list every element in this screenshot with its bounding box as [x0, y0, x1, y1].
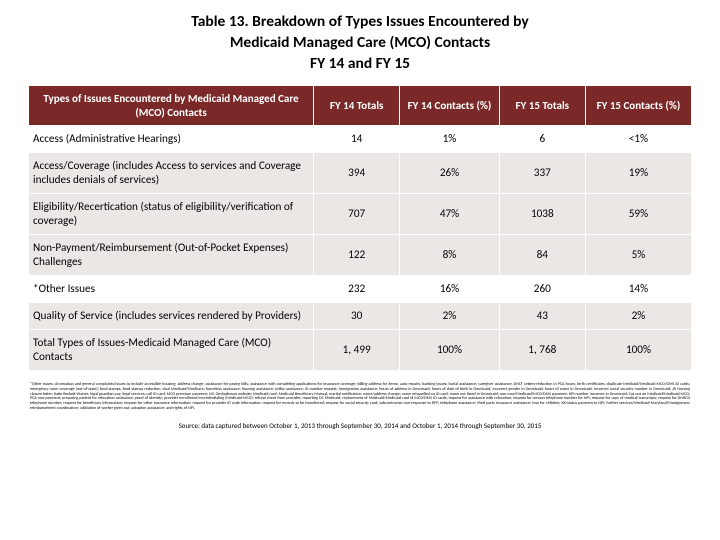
row-value: 16%: [400, 276, 499, 303]
row-value: 232: [314, 276, 400, 303]
header-types: Types of Issues Encountered by Medicaid …: [29, 85, 314, 126]
table-title: Table 13. Breakdown of Types Issues Enco…: [28, 12, 692, 75]
header-fy14-pct: FY 14 Contacts (%): [400, 85, 499, 126]
table-row: Eligibility/Recertication (status of eli…: [29, 194, 692, 235]
table-row: Non-Payment/Reimbursement (Out-of-Pocket…: [29, 235, 692, 276]
row-value: 30: [314, 303, 400, 330]
row-value: 26%: [400, 153, 499, 194]
row-value: 1%: [400, 126, 499, 153]
table-row: Access (Administrative Hearings)141%6<1%: [29, 126, 692, 153]
row-label: Non-Payment/Reimbursement (Out-of-Pocket…: [29, 235, 314, 276]
table-row: Quality of Service (includes services re…: [29, 303, 692, 330]
row-value: 122: [314, 235, 400, 276]
row-value: 707: [314, 194, 400, 235]
header-fy14-totals: FY 14 Totals: [314, 85, 400, 126]
row-value: 43: [499, 303, 585, 330]
row-value: 47%: [400, 194, 499, 235]
row-value: 100%: [400, 330, 499, 371]
row-value: <1%: [585, 126, 691, 153]
row-label: *Other Issues: [29, 276, 314, 303]
row-value: 19%: [585, 153, 691, 194]
row-value: 1, 499: [314, 330, 400, 371]
row-value: 5%: [585, 235, 691, 276]
row-value: 14%: [585, 276, 691, 303]
row-value: 1, 768: [499, 330, 585, 371]
source-line: Source: data captured between October 1,…: [28, 421, 692, 430]
row-value: 2%: [400, 303, 499, 330]
table-row: Access/Coverage (includes Access to serv…: [29, 153, 692, 194]
row-label: Access/Coverage (includes Access to serv…: [29, 153, 314, 194]
row-value: 6: [499, 126, 585, 153]
row-value: 14: [314, 126, 400, 153]
table-body: Access (Administrative Hearings)141%6<1%…: [29, 126, 692, 371]
row-value: 8%: [400, 235, 499, 276]
table-row: *Other Issues23216%26014%: [29, 276, 692, 303]
row-value: 84: [499, 235, 585, 276]
row-label: Access (Administrative Hearings): [29, 126, 314, 153]
header-row: Types of Issues Encountered by Medicaid …: [29, 85, 692, 126]
row-value: 337: [499, 153, 585, 194]
header-fy15-totals: FY 15 Totals: [499, 85, 585, 126]
footnote: *Other Issues: Anomalous and general com…: [28, 383, 692, 411]
row-value: 1038: [499, 194, 585, 235]
row-label: Total Types of Issues-Medicaid Managed C…: [29, 330, 314, 371]
row-value: 394: [314, 153, 400, 194]
row-label: Quality of Service (includes services re…: [29, 303, 314, 330]
row-value: 260: [499, 276, 585, 303]
row-value: 2%: [585, 303, 691, 330]
row-value: 59%: [585, 194, 691, 235]
table-row: Total Types of Issues-Medicaid Managed C…: [29, 330, 692, 371]
row-label: Eligibility/Recertication (status of eli…: [29, 194, 314, 235]
header-fy15-pct: FY 15 Contacts (%): [585, 85, 691, 126]
row-value: 100%: [585, 330, 691, 371]
data-table: Types of Issues Encountered by Medicaid …: [28, 85, 692, 372]
